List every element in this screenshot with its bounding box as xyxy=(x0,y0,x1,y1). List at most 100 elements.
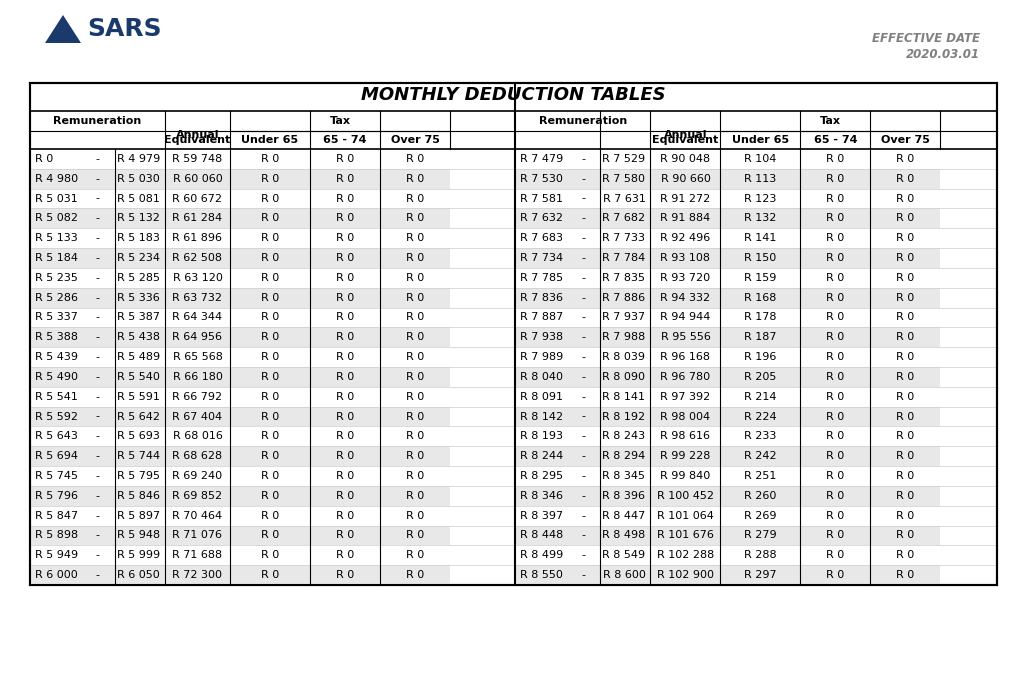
Text: R 5 184: R 5 184 xyxy=(35,253,78,263)
Text: R 4 979: R 4 979 xyxy=(117,154,160,164)
Text: R 90 660: R 90 660 xyxy=(660,174,711,184)
Text: R 5 897: R 5 897 xyxy=(117,511,160,520)
Text: Remuneration: Remuneration xyxy=(539,116,627,126)
Text: R 7 479: R 7 479 xyxy=(521,154,564,164)
Text: R 0: R 0 xyxy=(897,372,915,382)
Text: R 69 240: R 69 240 xyxy=(173,471,223,481)
Text: -: - xyxy=(581,392,585,402)
Text: R 0: R 0 xyxy=(261,511,279,520)
Bar xyxy=(516,446,941,466)
Text: R 0: R 0 xyxy=(406,451,424,461)
Text: R 0: R 0 xyxy=(261,451,279,461)
Text: R 0: R 0 xyxy=(827,511,844,520)
Text: R 5 694: R 5 694 xyxy=(35,451,78,461)
Text: -: - xyxy=(96,491,100,501)
Text: R 67 404: R 67 404 xyxy=(173,412,223,421)
Text: -: - xyxy=(581,412,585,421)
Text: R 5 592: R 5 592 xyxy=(35,412,78,421)
Text: R 0: R 0 xyxy=(827,431,844,441)
Text: R 214: R 214 xyxy=(745,392,776,402)
Text: R 159: R 159 xyxy=(745,273,776,283)
Text: R 0: R 0 xyxy=(261,412,279,421)
Text: R 0: R 0 xyxy=(897,471,915,481)
Text: Under 65: Under 65 xyxy=(732,135,789,145)
Text: R 0: R 0 xyxy=(336,174,354,184)
Text: R 8 396: R 8 396 xyxy=(603,491,646,501)
Text: R 72 300: R 72 300 xyxy=(173,570,223,580)
Text: R 98 616: R 98 616 xyxy=(660,431,711,441)
Text: R 5 949: R 5 949 xyxy=(35,550,78,560)
Text: R 8 294: R 8 294 xyxy=(602,451,646,461)
Text: R 5 948: R 5 948 xyxy=(117,530,160,541)
Text: R 0: R 0 xyxy=(827,273,844,283)
Text: R 8 447: R 8 447 xyxy=(602,511,646,520)
Text: -: - xyxy=(96,193,100,204)
Text: R 7 683: R 7 683 xyxy=(521,233,564,243)
Text: R 224: R 224 xyxy=(745,412,776,421)
Text: -: - xyxy=(96,471,100,481)
Text: R 0: R 0 xyxy=(827,451,844,461)
Text: -: - xyxy=(581,372,585,382)
Text: -: - xyxy=(96,451,100,461)
Text: R 69 852: R 69 852 xyxy=(173,491,223,501)
Bar xyxy=(30,565,450,585)
Text: -: - xyxy=(581,273,585,283)
Text: R 7 886: R 7 886 xyxy=(603,292,646,303)
Bar xyxy=(30,169,450,188)
Text: R 5 796: R 5 796 xyxy=(35,491,78,501)
Text: R 5 999: R 5 999 xyxy=(117,550,160,560)
Text: R 91 884: R 91 884 xyxy=(660,213,711,223)
Text: R 0: R 0 xyxy=(827,213,844,223)
Text: -: - xyxy=(581,431,585,441)
Text: R 7 785: R 7 785 xyxy=(521,273,564,283)
Text: -: - xyxy=(581,233,585,243)
Text: R 64 344: R 64 344 xyxy=(173,313,223,322)
Text: Annual: Annual xyxy=(176,130,219,140)
Text: R 0: R 0 xyxy=(261,372,279,382)
Text: R 0: R 0 xyxy=(406,174,424,184)
Text: Equivalent: Equivalent xyxy=(652,135,719,145)
Text: R 123: R 123 xyxy=(745,193,776,204)
Text: R 0: R 0 xyxy=(406,431,424,441)
Text: R 7 835: R 7 835 xyxy=(603,273,646,283)
Text: R 65 568: R 65 568 xyxy=(173,352,223,362)
Text: R 0: R 0 xyxy=(261,550,279,560)
Bar xyxy=(516,407,941,426)
Text: -: - xyxy=(96,530,100,541)
Text: R 60 672: R 60 672 xyxy=(173,193,223,204)
Text: R 0: R 0 xyxy=(336,550,354,560)
Text: R 7 580: R 7 580 xyxy=(603,174,646,184)
Text: R 63 120: R 63 120 xyxy=(173,273,223,283)
Bar xyxy=(30,407,450,426)
Text: R 6 050: R 6 050 xyxy=(117,570,160,580)
Text: R 0: R 0 xyxy=(827,372,844,382)
Text: R 0: R 0 xyxy=(827,570,844,580)
Text: R 0: R 0 xyxy=(406,193,424,204)
Text: -: - xyxy=(581,550,585,560)
Text: R 96 168: R 96 168 xyxy=(660,352,711,362)
Text: R 5 439: R 5 439 xyxy=(35,352,78,362)
Text: R 0: R 0 xyxy=(406,392,424,402)
Text: R 7 733: R 7 733 xyxy=(603,233,646,243)
Text: R 0: R 0 xyxy=(897,154,915,164)
Bar xyxy=(516,327,941,347)
Text: Annual: Annual xyxy=(663,130,708,140)
Text: EFFECTIVE DATE: EFFECTIVE DATE xyxy=(872,31,980,44)
Bar xyxy=(516,288,941,308)
Bar xyxy=(30,446,450,466)
Text: R 0: R 0 xyxy=(336,273,354,283)
Text: R 4 980: R 4 980 xyxy=(35,174,78,184)
Text: R 0: R 0 xyxy=(261,174,279,184)
Text: R 260: R 260 xyxy=(745,491,776,501)
Text: R 196: R 196 xyxy=(745,352,776,362)
Text: R 5 387: R 5 387 xyxy=(117,313,160,322)
Text: R 0: R 0 xyxy=(261,313,279,322)
Text: R 0: R 0 xyxy=(827,352,844,362)
Text: R 5 337: R 5 337 xyxy=(35,313,78,322)
Text: R 0: R 0 xyxy=(827,332,844,342)
Bar xyxy=(30,486,450,506)
Text: R 0: R 0 xyxy=(897,193,915,204)
Text: R 0: R 0 xyxy=(897,253,915,263)
Text: -: - xyxy=(96,292,100,303)
Text: R 5 031: R 5 031 xyxy=(35,193,78,204)
